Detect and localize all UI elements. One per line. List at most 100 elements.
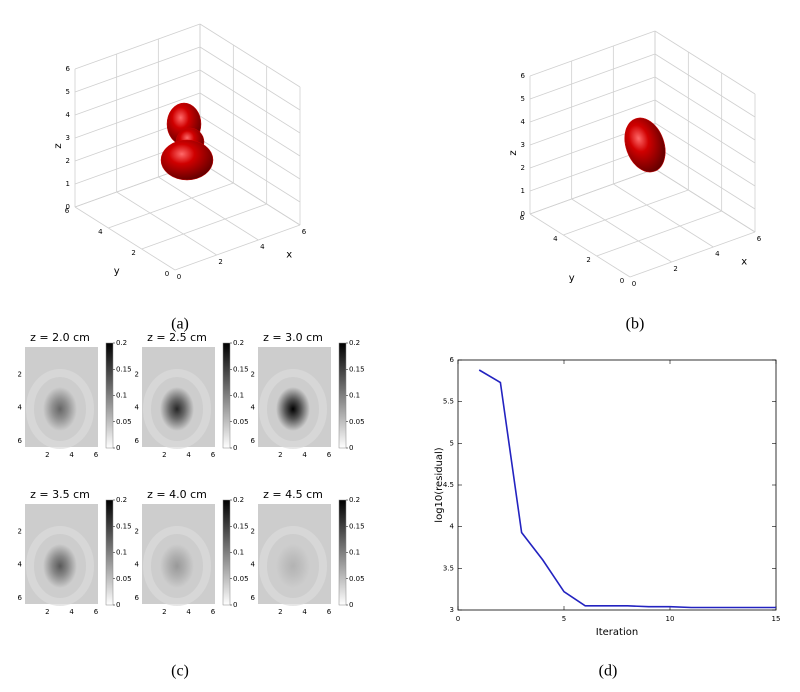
y-tick-label: 4 (135, 561, 140, 569)
grid-line (74, 46, 201, 93)
grid-line (199, 23, 301, 88)
colorbar-tick-label: 0.2 (349, 339, 360, 347)
z-tick-label: 6 (521, 72, 526, 80)
y-tick-label: 0 (620, 277, 624, 285)
y-tick-label: 4 (18, 561, 23, 569)
colorbar-tick-label: 0.2 (233, 339, 244, 347)
y-tick-label: 5 (450, 439, 454, 447)
y-tick-label: 4 (135, 404, 140, 412)
y-tick-label: 4 (98, 228, 103, 236)
panel-title: z = 3.0 cm (263, 331, 323, 344)
z-tick-label: 3 (521, 141, 525, 149)
colorbar-tick-label: 0.05 (349, 418, 365, 426)
halo (259, 369, 327, 449)
x-tick-label: 2 (218, 258, 222, 266)
y-tick-label: 6 (520, 214, 525, 222)
grid-line (74, 92, 201, 139)
y-tick-label: 4 (251, 561, 256, 569)
surface (624, 117, 666, 173)
grid-line (199, 138, 301, 203)
grid-line (199, 69, 301, 134)
grid-line (563, 189, 689, 236)
grid-line (141, 203, 267, 250)
colorbar (338, 499, 347, 606)
y-tick-label: 2 (251, 370, 255, 378)
x-tick-label: 2 (278, 451, 282, 459)
grid-line (116, 191, 217, 256)
halo (26, 526, 94, 606)
y-axis-label: y (114, 266, 120, 277)
panel-title: z = 2.5 cm (147, 331, 207, 344)
grid-line (529, 99, 656, 146)
halo (26, 369, 94, 449)
grid-line (74, 23, 201, 70)
colorbar-tick-label: 0.05 (233, 418, 249, 426)
intensity-peak (160, 544, 194, 588)
colorbar (338, 342, 347, 449)
x-tick-label: 4 (69, 608, 74, 616)
grid-line (174, 224, 301, 271)
y-tick-label: 5.5 (443, 398, 454, 406)
colorbar-tick-label: 0.05 (349, 575, 365, 583)
x-tick-label: 2 (45, 608, 49, 616)
colorbar-tick-label: 0.15 (233, 522, 249, 530)
caption: (b) (626, 316, 645, 333)
caption: (a) (171, 316, 189, 333)
grid-line (529, 168, 656, 215)
grid-line (199, 92, 301, 157)
grid-line (158, 176, 259, 241)
x-tick-label: 4 (715, 250, 720, 258)
x-tick-label: 6 (94, 608, 99, 616)
caption: (d) (599, 663, 618, 680)
intensity-peak (43, 544, 77, 588)
y-axis-label: y (569, 273, 575, 284)
colorbar-tick-label: 0 (349, 444, 353, 452)
x-tick-label: 4 (302, 608, 307, 616)
colorbar-tick-label: 0.2 (116, 496, 127, 504)
y-tick-label: 2 (135, 370, 139, 378)
z-tick-label: 6 (66, 65, 71, 73)
panel-title: z = 4.0 cm (147, 488, 207, 501)
colorbar (222, 499, 231, 606)
x-tick-label: 0 (177, 273, 181, 281)
x-tick-label: 2 (162, 451, 166, 459)
colorbar-tick-label: 0.1 (233, 392, 244, 400)
halo (259, 526, 327, 606)
halo (143, 369, 211, 449)
x-tick-label: 2 (278, 608, 282, 616)
x-axis-label: x (286, 250, 292, 261)
colorbar-tick-label: 0.2 (349, 496, 360, 504)
colorbar (105, 499, 114, 606)
colorbar-tick-label: 0.1 (116, 549, 127, 557)
colorbar-tick-label: 0.2 (116, 339, 127, 347)
panel-title: z = 4.5 cm (263, 488, 323, 501)
colorbar-tick-label: 0 (233, 601, 237, 609)
colorbar-tick-label: 0 (116, 444, 120, 452)
z-tick-label: 1 (66, 180, 70, 188)
grid-line (74, 206, 176, 271)
grid-line (108, 182, 234, 229)
grid-line (529, 76, 656, 123)
grid-line (596, 210, 722, 257)
x-tick-label: 4 (69, 451, 74, 459)
y-tick-label: 6 (65, 207, 70, 215)
grid-line (199, 115, 301, 180)
x-tick-label: 6 (211, 608, 216, 616)
intensity-peak (43, 387, 77, 431)
y-tick-label: 6 (251, 437, 256, 445)
grid-line (629, 231, 756, 278)
panel-title: z = 2.0 cm (30, 331, 90, 344)
z-tick-label: 5 (521, 95, 525, 103)
x-tick-label: 6 (211, 451, 216, 459)
halo (143, 526, 211, 606)
surface (160, 139, 214, 181)
y-tick-label: 3.5 (443, 564, 454, 572)
x-tick-label: 4 (186, 451, 191, 459)
colorbar-tick-label: 0.15 (349, 365, 365, 373)
z-axis-label: z (508, 150, 519, 155)
grid-line (654, 145, 756, 210)
y-tick-label: 6 (251, 594, 256, 602)
x-tick-label: 6 (327, 608, 332, 616)
x-tick-label: 6 (302, 228, 307, 236)
y-tick-label: 4 (18, 404, 23, 412)
